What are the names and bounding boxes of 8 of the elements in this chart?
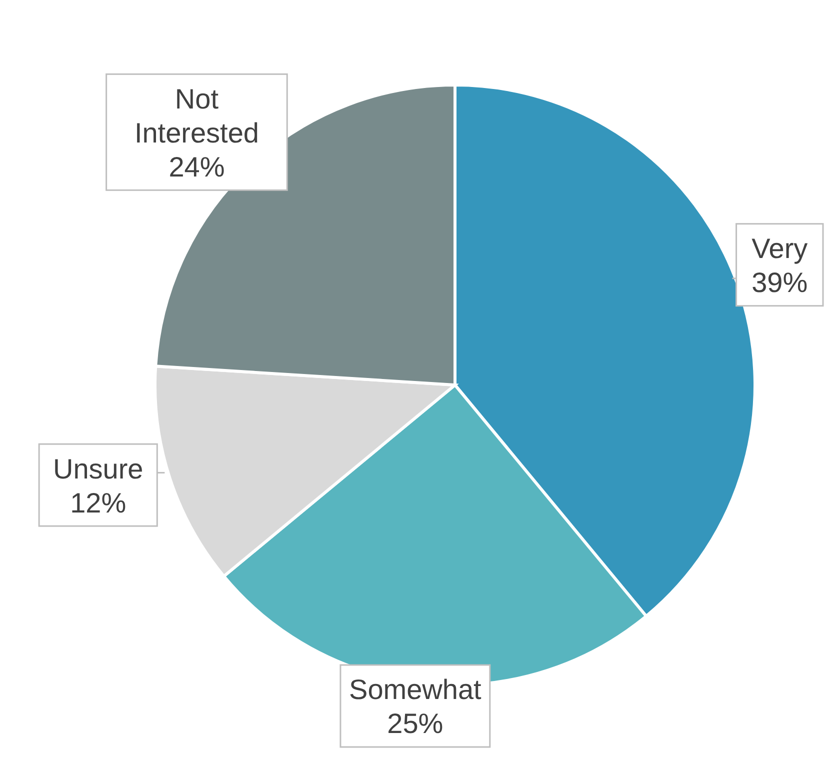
data-label: 39% — [752, 267, 808, 298]
slice-label: Somewhat — [349, 674, 482, 706]
data-label: 12% — [70, 487, 126, 518]
data-label: 25% — [387, 708, 444, 740]
data-label: 24% — [168, 151, 225, 182]
slice-label: Unsure — [52, 453, 144, 484]
slice-label: Very — [752, 233, 808, 264]
slice-label: Not Interested — [134, 83, 259, 148]
